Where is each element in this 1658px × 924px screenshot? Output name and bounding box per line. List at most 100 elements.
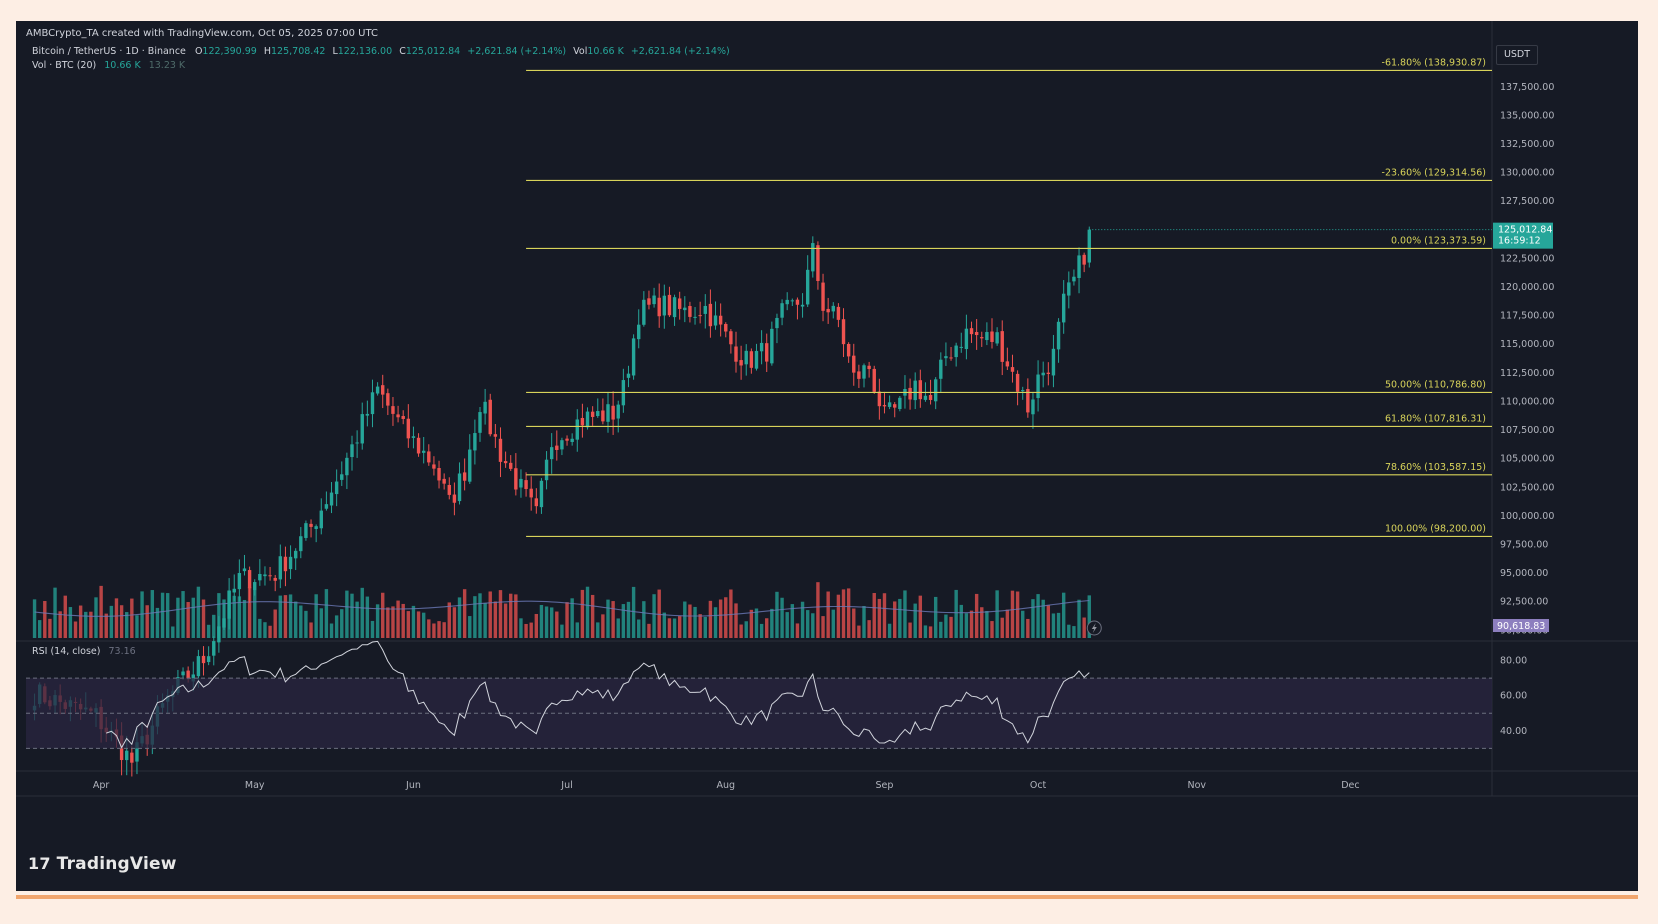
volume-bar <box>1046 605 1051 638</box>
candle-body <box>867 365 871 370</box>
candle-body <box>831 305 835 312</box>
time-tick-label: Jul <box>560 780 572 791</box>
candle-body <box>872 368 876 392</box>
volume-bar <box>974 593 979 638</box>
volume-bar <box>570 598 574 638</box>
candle-body <box>350 444 354 458</box>
fib-retracement-layer[interactable]: -61.80% (138,930.87) -23.60% (129,314.56)… <box>526 57 1492 538</box>
volume-bar <box>693 606 697 638</box>
candle-body <box>544 459 549 481</box>
candle-body <box>964 328 969 350</box>
volume-bar <box>84 611 88 638</box>
candle-body <box>846 343 851 357</box>
volume-bar <box>703 616 707 638</box>
volume-bar <box>775 591 779 638</box>
candle-body <box>355 442 359 444</box>
candle-body <box>1061 293 1066 323</box>
candle-body <box>575 419 579 440</box>
tradingview-logo[interactable]: 17 TradingView <box>28 854 177 874</box>
volume-bar <box>186 602 190 638</box>
volume-bar <box>877 598 882 638</box>
candle-body <box>503 461 508 464</box>
volume-bar <box>48 618 52 638</box>
vol-inline-label: Vol <box>573 46 588 57</box>
volume-bar <box>805 610 810 638</box>
vol-inline-value: 10.66 K <box>587 46 624 57</box>
candle-body <box>329 492 334 506</box>
candle-body <box>493 434 498 437</box>
volume-bar <box>206 624 211 638</box>
volume-bar <box>253 590 257 638</box>
candle-body <box>749 351 754 368</box>
volume-bar <box>345 590 349 638</box>
volume-bar <box>58 611 62 638</box>
chart-canvas[interactable]: -61.80% (138,930.87) -23.60% (129,314.56)… <box>16 21 1638 891</box>
fib-level-label: 50.00% (110,786.80) <box>1385 379 1486 390</box>
volume-bar <box>283 595 288 638</box>
candle-body <box>375 386 380 394</box>
price-tick-label: 107,500.00 <box>1500 425 1554 436</box>
volume-bar <box>514 594 518 638</box>
volume-bar <box>119 605 124 638</box>
candle-body <box>836 306 841 320</box>
candle-body <box>642 299 646 325</box>
volume-bar <box>1072 626 1076 638</box>
page-divider <box>16 895 1638 899</box>
candle-body <box>391 406 395 414</box>
high-value: 125,708.42 <box>271 46 326 57</box>
volume-bar <box>288 594 293 638</box>
candle-body <box>662 295 667 316</box>
volume-bar <box>196 586 201 638</box>
volume-legend-value-1: 10.66 K <box>104 60 141 71</box>
volume-bar <box>89 611 93 638</box>
volume-bar <box>637 619 641 638</box>
volume-bar <box>841 589 846 638</box>
volume-bar <box>893 601 897 638</box>
candle-body <box>232 588 236 593</box>
volume-bar <box>544 606 549 638</box>
candle-body <box>601 410 605 422</box>
currency-label: USDT <box>1503 49 1531 60</box>
price-tick-label: 112,500.00 <box>1500 368 1554 379</box>
volume-bar <box>140 591 144 638</box>
volume-bar <box>181 591 185 638</box>
volume-bar <box>232 595 236 638</box>
volume-bar <box>677 616 682 638</box>
volume-bar <box>171 626 175 638</box>
volume-bar <box>652 594 656 638</box>
candle-body <box>304 523 308 538</box>
volume-bar <box>662 612 667 638</box>
volume-bar <box>1010 590 1015 638</box>
volume-bar <box>575 622 579 638</box>
price-tick-label: 137,500.00 <box>1500 82 1554 93</box>
volume-bar <box>1031 599 1035 638</box>
candle-body <box>462 472 467 481</box>
volume-bar <box>452 607 457 638</box>
rsi-legend[interactable]: RSI (14, close) 73.16 <box>32 646 136 657</box>
volume-bar <box>913 603 917 638</box>
fib-level-label: 100.00% (98,200.00) <box>1385 523 1486 534</box>
volume-bar <box>73 621 78 638</box>
volume-bar <box>601 614 605 638</box>
volume-bar <box>928 626 933 638</box>
candle-body <box>427 451 431 463</box>
candle-body <box>498 438 503 462</box>
volume-bar <box>519 618 523 638</box>
volume-bar <box>626 601 631 638</box>
volume-bar <box>365 596 370 638</box>
volume-bar <box>258 618 262 638</box>
candle-body <box>283 556 288 572</box>
currency-button[interactable]: USDT <box>1496 45 1538 65</box>
candle-body <box>130 752 134 763</box>
volume-bar <box>672 618 677 638</box>
symbol-legend[interactable]: Bitcoin / TetherUS · 1D · Binance O122,3… <box>32 46 730 57</box>
candle-body <box>1010 367 1015 372</box>
volume-bar <box>657 589 661 638</box>
candle-body <box>273 577 277 581</box>
volume-bar <box>616 618 620 638</box>
candle-body <box>652 295 656 305</box>
volume-bar <box>411 605 416 638</box>
volume-bar <box>918 595 923 638</box>
volume-legend[interactable]: Vol · BTC (20) 10.66 K 13.23 K <box>32 60 185 71</box>
volume-bar <box>867 620 871 638</box>
